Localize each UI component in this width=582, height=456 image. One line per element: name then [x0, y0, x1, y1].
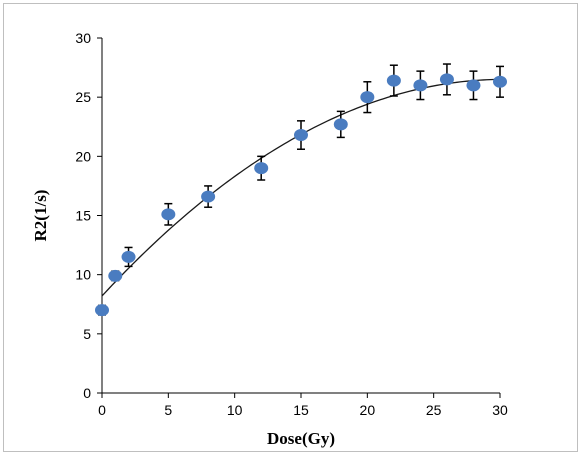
- data-point: [386, 74, 401, 87]
- x-tick-label: 15: [293, 402, 309, 418]
- data-point: [439, 73, 454, 86]
- y-tick-label: 30: [75, 30, 91, 46]
- x-tick-label: 0: [98, 402, 106, 418]
- data-point: [95, 304, 109, 317]
- data-point: [493, 75, 507, 88]
- x-tick-label: 5: [164, 402, 172, 418]
- x-tick-label: 20: [360, 402, 376, 418]
- data-point: [121, 250, 136, 263]
- data-point: [161, 208, 176, 221]
- x-tick-label: 10: [227, 402, 243, 418]
- data-point: [333, 118, 348, 131]
- data-point: [466, 79, 481, 92]
- axes: 0 5 10 15 20 25 30 0 5 10 15 20 25 30: [75, 30, 508, 418]
- data-point: [254, 162, 269, 175]
- error-bars: [98, 63, 504, 316]
- y-tick-label: 20: [75, 148, 91, 164]
- data-point: [360, 91, 375, 104]
- data-points: [95, 73, 507, 317]
- y-tick-label: 0: [83, 385, 91, 401]
- data-point: [201, 190, 216, 203]
- y-tick-label: 5: [83, 326, 91, 342]
- y-tick-label: 25: [75, 89, 91, 105]
- y-axis-title: R2(1/s): [31, 190, 50, 242]
- chart-frame: [3, 3, 578, 452]
- data-point: [294, 129, 308, 142]
- y-tick-label: 15: [75, 208, 91, 224]
- x-tick-label: 25: [426, 402, 442, 418]
- data-point: [108, 269, 123, 282]
- fit-curve: [101, 78, 501, 297]
- y-tick-label: 10: [75, 267, 91, 283]
- x-tick-label: 30: [492, 402, 508, 418]
- data-point: [413, 79, 428, 92]
- x-axis-title: Dose(Gy): [267, 429, 335, 448]
